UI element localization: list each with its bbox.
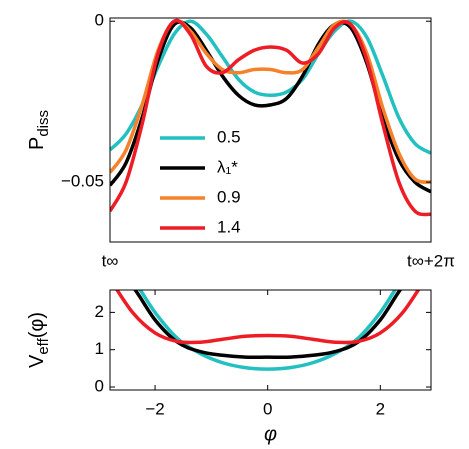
plot-area bbox=[110, 18, 431, 217]
data-line bbox=[110, 19, 431, 155]
y-label-rest: (φ) bbox=[26, 312, 48, 338]
legend-label: 0.9 bbox=[217, 187, 241, 206]
y-label-sub: diss bbox=[35, 110, 52, 137]
y-tick-label: 0 bbox=[95, 11, 104, 30]
legend-label: 0.5 bbox=[217, 127, 241, 146]
data-line bbox=[115, 290, 421, 345]
y-axis-label: Pdiss bbox=[26, 110, 52, 150]
legend-label: λ₁* bbox=[217, 157, 238, 176]
data-line bbox=[110, 18, 431, 217]
data-line bbox=[138, 290, 398, 371]
data-line bbox=[133, 290, 403, 360]
x-axis-label: φ bbox=[264, 423, 277, 445]
x-tick-label: t∞+2π bbox=[407, 251, 455, 270]
y-axis-label: Veff(φ) bbox=[26, 312, 52, 368]
x-tick-label: 2 bbox=[376, 399, 385, 418]
plot-area bbox=[115, 290, 421, 371]
legend-label: 1.4 bbox=[217, 217, 241, 236]
y-tick-label: −0.05 bbox=[61, 172, 104, 191]
axes-box bbox=[109, 289, 432, 391]
y-label-main: V bbox=[26, 354, 48, 368]
y-label-sub: eff bbox=[35, 337, 52, 354]
data-line bbox=[110, 18, 431, 184]
x-tick-label: 0 bbox=[263, 399, 272, 418]
axes-box bbox=[109, 17, 432, 243]
y-tick-label: 1 bbox=[95, 339, 104, 358]
x-tick-label: t∞ bbox=[102, 251, 119, 270]
x-tick-label: −2 bbox=[145, 399, 164, 418]
y-tick-label: 0 bbox=[95, 376, 104, 395]
y-tick-label: 2 bbox=[95, 302, 104, 321]
y-label-main: P bbox=[26, 137, 48, 150]
